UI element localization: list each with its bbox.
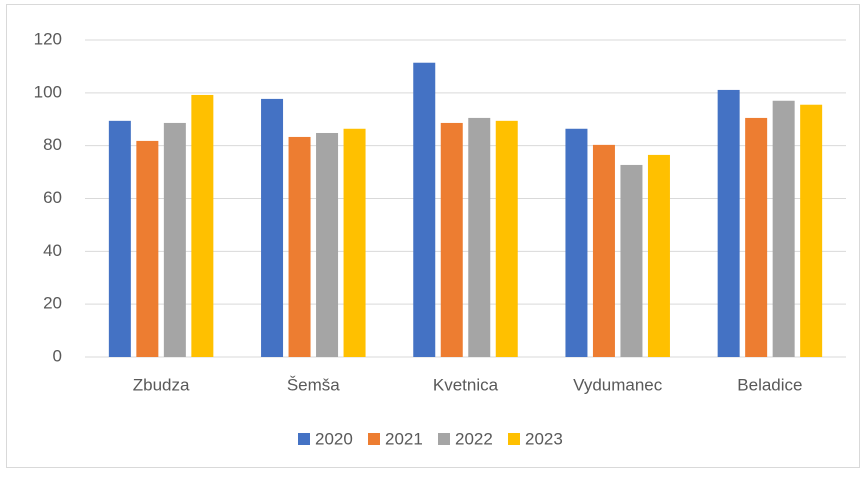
legend-label: 2020 bbox=[315, 429, 353, 448]
x-tick-label: Vydumanec bbox=[573, 375, 663, 394]
legend-swatch bbox=[298, 433, 310, 445]
legend-label: 2022 bbox=[455, 429, 493, 448]
bar bbox=[191, 94, 214, 358]
bar bbox=[647, 154, 670, 357]
bar bbox=[772, 100, 795, 357]
bar bbox=[620, 164, 643, 357]
bar bbox=[592, 144, 615, 357]
bar bbox=[136, 140, 159, 357]
bar bbox=[468, 117, 491, 357]
x-tick-label: Šemša bbox=[287, 375, 340, 394]
bar bbox=[163, 122, 186, 357]
legend-label: 2021 bbox=[385, 429, 423, 448]
x-tick-label: Beladice bbox=[737, 375, 802, 394]
x-tick-label: Kvetnica bbox=[433, 375, 499, 394]
legend-label: 2023 bbox=[525, 429, 563, 448]
bar bbox=[316, 132, 339, 357]
bar bbox=[495, 120, 518, 358]
bar bbox=[413, 62, 436, 358]
bar bbox=[565, 128, 588, 357]
y-tick-label: 20 bbox=[43, 294, 62, 313]
legend-swatch bbox=[368, 433, 380, 445]
y-tick-label: 120 bbox=[34, 29, 62, 48]
bar bbox=[261, 98, 284, 357]
bar bbox=[800, 104, 823, 358]
bar bbox=[717, 89, 740, 358]
legend-swatch bbox=[438, 433, 450, 445]
bar bbox=[440, 122, 463, 357]
y-tick-label: 40 bbox=[43, 241, 62, 260]
bar bbox=[343, 128, 366, 357]
y-tick-label: 100 bbox=[34, 82, 62, 101]
y-tick-label: 0 bbox=[53, 346, 62, 365]
bar bbox=[108, 120, 131, 358]
x-tick-label: Zbudza bbox=[133, 375, 190, 394]
y-tick-label: 80 bbox=[43, 135, 62, 154]
bar bbox=[745, 117, 768, 357]
bar bbox=[288, 136, 311, 357]
legend-swatch bbox=[508, 433, 520, 445]
y-tick-label: 60 bbox=[43, 188, 62, 207]
